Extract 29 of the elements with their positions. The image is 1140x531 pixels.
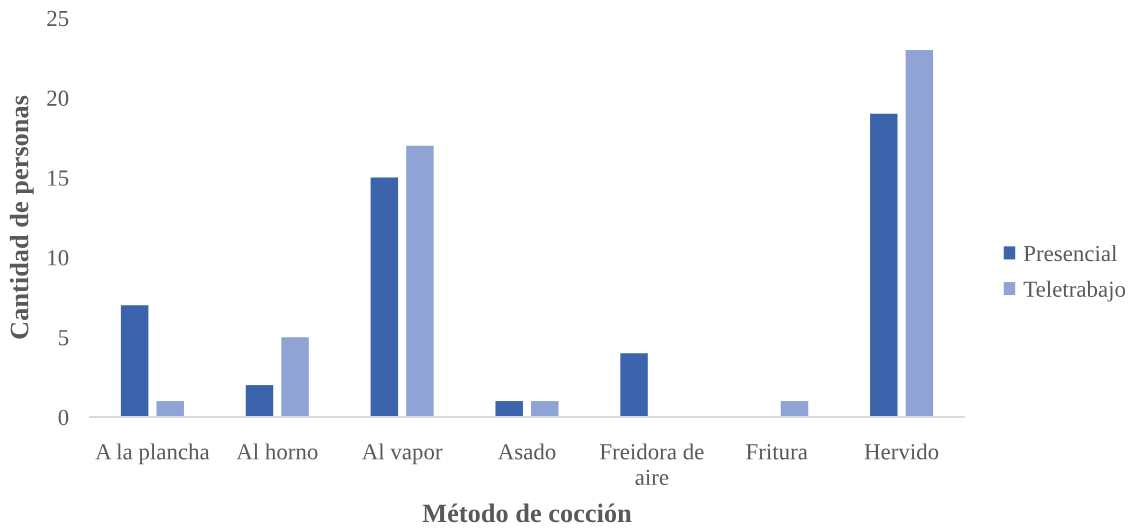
bar: [245, 385, 274, 417]
y-tick-label: 5: [59, 330, 69, 346]
y-tick-label: 10: [48, 250, 69, 266]
x-tick-label: Al horno: [236, 443, 318, 460]
bar: [406, 145, 434, 417]
x-tick-label: Freidora de aire: [600, 443, 704, 486]
x-tick-label: A la plancha: [95, 443, 210, 465]
bar: [905, 49, 934, 417]
y-tick-label: 15: [48, 170, 69, 186]
bar: [156, 401, 184, 417]
legend-label: Teletrabajo: [1023, 280, 1126, 302]
bar: [120, 305, 149, 417]
y-tick-label: 25: [47, 10, 69, 27]
bar: [870, 113, 898, 417]
bar: [531, 401, 559, 417]
y-tick-label: 0: [58, 409, 69, 426]
x-tick-label: Fritura: [746, 444, 808, 460]
bar: [620, 353, 648, 417]
bar: [780, 401, 809, 417]
y-tick-label: 20: [47, 90, 69, 106]
bar: [495, 401, 523, 417]
bar: [370, 177, 399, 417]
x-tick-label: Al vapor: [361, 443, 443, 465]
x-tick-label: Asado: [497, 443, 556, 460]
x-tick-label: Hervido: [864, 443, 939, 460]
bar: [281, 337, 309, 417]
x-axis-title: Método de cocción: [422, 503, 632, 523]
legend-label: Presencial: [1023, 245, 1117, 262]
y-axis-title: Cantidad de personas: [9, 95, 34, 339]
